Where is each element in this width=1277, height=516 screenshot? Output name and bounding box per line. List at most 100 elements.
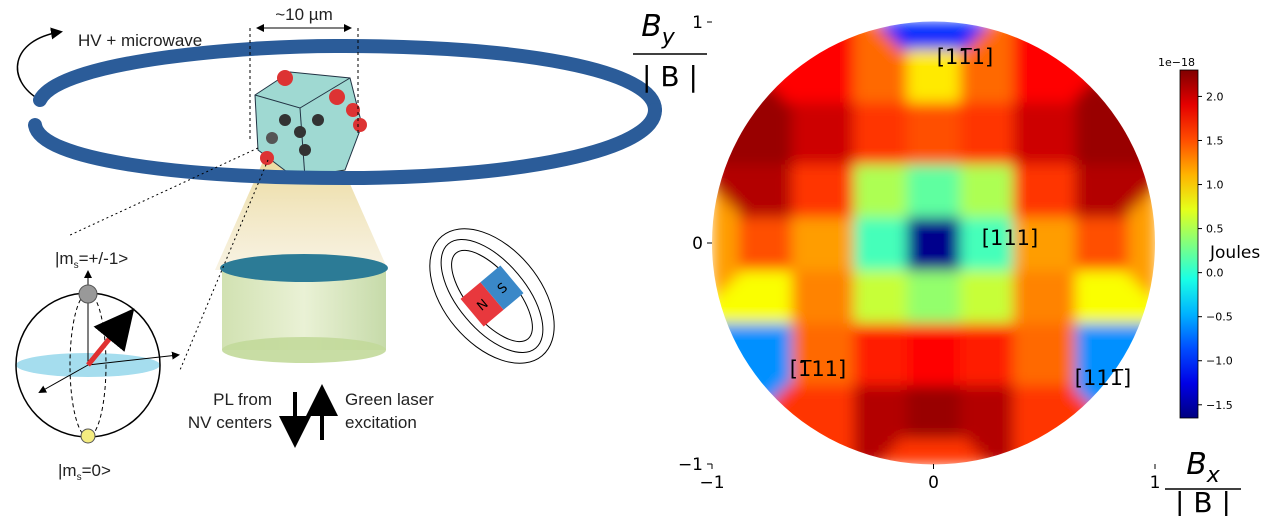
heat-cell bbox=[960, 22, 970, 32]
heat-cell bbox=[1102, 119, 1112, 129]
heat-cell bbox=[907, 49, 917, 59]
heat-cell bbox=[987, 331, 997, 341]
heat-cell bbox=[987, 31, 997, 41]
heat-cell bbox=[1075, 323, 1085, 333]
heat-cell bbox=[978, 22, 988, 32]
y-label-symbol: By bbox=[641, 9, 676, 50]
heat-cell bbox=[747, 102, 757, 112]
heat-cell bbox=[756, 234, 766, 244]
heat-cell bbox=[1049, 181, 1059, 191]
heat-cell bbox=[889, 234, 899, 244]
heat-cell bbox=[827, 278, 837, 288]
heat-cell bbox=[871, 22, 881, 32]
heat-cell bbox=[934, 110, 944, 120]
heat-cell bbox=[934, 119, 944, 129]
heat-cell bbox=[871, 216, 881, 226]
heat-cell bbox=[1066, 75, 1076, 85]
heat-cell bbox=[1058, 340, 1068, 350]
heat-cell bbox=[1137, 137, 1147, 147]
heat-cell bbox=[1066, 243, 1076, 253]
heat-cell bbox=[978, 305, 988, 315]
heat-cell bbox=[836, 446, 846, 456]
heat-cell bbox=[739, 243, 749, 253]
heat-cell bbox=[1120, 110, 1130, 120]
heat-cell bbox=[1040, 216, 1050, 226]
heat-cell bbox=[1066, 411, 1076, 421]
heat-cell bbox=[942, 402, 952, 412]
heat-cell bbox=[969, 31, 979, 41]
heat-cell bbox=[818, 119, 828, 129]
heat-cell bbox=[1075, 287, 1085, 297]
heat-cell bbox=[898, 199, 908, 209]
heat-cell bbox=[907, 340, 917, 350]
heat-cell bbox=[942, 287, 952, 297]
heat-cell bbox=[1137, 323, 1147, 333]
heat-cell bbox=[1137, 128, 1147, 138]
heat-cell bbox=[934, 93, 944, 103]
heat-cell bbox=[907, 243, 917, 253]
heat-cell bbox=[1058, 181, 1068, 191]
heat-cell bbox=[934, 75, 944, 85]
heat-cell bbox=[739, 190, 749, 200]
heat-cell bbox=[987, 340, 997, 350]
heat-cell bbox=[871, 119, 881, 129]
heat-cell bbox=[871, 199, 881, 209]
heat-cell bbox=[871, 402, 881, 412]
heat-cell bbox=[1120, 331, 1130, 341]
heat-cell bbox=[854, 75, 864, 85]
heat-cell bbox=[1031, 349, 1041, 359]
heat-cell bbox=[996, 314, 1006, 324]
heat-cell bbox=[907, 84, 917, 94]
heat-cell bbox=[1066, 66, 1076, 76]
heat-cell bbox=[1013, 331, 1023, 341]
heat-cell bbox=[925, 93, 935, 103]
heat-cell bbox=[1058, 402, 1068, 412]
heat-cell bbox=[765, 305, 775, 315]
heat-cell bbox=[854, 278, 864, 288]
heat-cell bbox=[774, 358, 784, 368]
heat-cell bbox=[1102, 331, 1112, 341]
heat-cell bbox=[809, 49, 819, 59]
heat-cell bbox=[1128, 181, 1138, 191]
heat-cell bbox=[934, 190, 944, 200]
heat-cell bbox=[1128, 252, 1138, 262]
heat-cell bbox=[863, 216, 873, 226]
heat-cell bbox=[783, 163, 793, 173]
heat-cell bbox=[774, 287, 784, 297]
heat-cell bbox=[934, 411, 944, 421]
heat-cell bbox=[1084, 137, 1094, 147]
heat-cell bbox=[880, 323, 890, 333]
heat-cell bbox=[730, 305, 740, 315]
heat-cell bbox=[1111, 305, 1121, 315]
heat-cell bbox=[996, 384, 1006, 394]
heat-cell bbox=[1049, 376, 1059, 386]
heat-cell bbox=[1137, 278, 1147, 288]
heat-cell bbox=[880, 208, 890, 218]
heat-cell bbox=[916, 358, 926, 368]
heat-cell bbox=[925, 190, 935, 200]
heat-cell bbox=[712, 190, 722, 200]
heat-cell bbox=[836, 393, 846, 403]
heat-cell bbox=[942, 455, 952, 465]
heat-cell bbox=[712, 270, 722, 280]
heat-cell bbox=[845, 93, 855, 103]
heat-cell bbox=[827, 110, 837, 120]
heat-cell bbox=[1066, 225, 1076, 235]
heat-cell bbox=[845, 349, 855, 359]
heat-cell bbox=[1049, 402, 1059, 412]
heat-cell bbox=[854, 31, 864, 41]
heat-cell bbox=[1075, 199, 1085, 209]
heat-cell bbox=[987, 22, 997, 32]
heat-cell bbox=[765, 384, 775, 394]
heat-cell bbox=[845, 455, 855, 465]
heat-cell bbox=[996, 393, 1006, 403]
heat-cell bbox=[845, 172, 855, 182]
heat-cell bbox=[854, 84, 864, 94]
heat-cell bbox=[1022, 40, 1032, 50]
heat-cell bbox=[871, 358, 881, 368]
heat-cell bbox=[1031, 261, 1041, 271]
heat-cell bbox=[1031, 305, 1041, 315]
heat-cell bbox=[1013, 358, 1023, 368]
heat-cell bbox=[783, 216, 793, 226]
heat-cell bbox=[1137, 287, 1147, 297]
